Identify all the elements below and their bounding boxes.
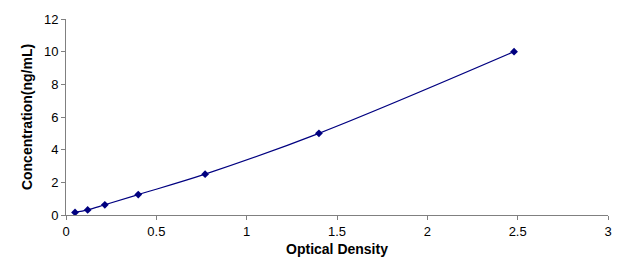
svg-text:0: 0 <box>62 224 69 239</box>
svg-text:4: 4 <box>51 142 58 157</box>
svg-text:1: 1 <box>243 224 250 239</box>
svg-text:10: 10 <box>44 44 58 59</box>
svg-text:Concentration(ng/mL): Concentration(ng/mL) <box>19 44 35 190</box>
svg-text:3: 3 <box>604 224 611 239</box>
svg-text:Optical Density: Optical Density <box>286 241 388 257</box>
svg-text:12: 12 <box>44 12 58 27</box>
svg-text:6: 6 <box>51 110 58 125</box>
svg-text:2.5: 2.5 <box>509 224 527 239</box>
svg-text:2: 2 <box>51 175 58 190</box>
svg-text:0.5: 0.5 <box>147 224 165 239</box>
svg-text:8: 8 <box>51 77 58 92</box>
svg-text:1.5: 1.5 <box>328 224 346 239</box>
svg-text:0: 0 <box>51 208 58 223</box>
svg-text:2: 2 <box>424 224 431 239</box>
